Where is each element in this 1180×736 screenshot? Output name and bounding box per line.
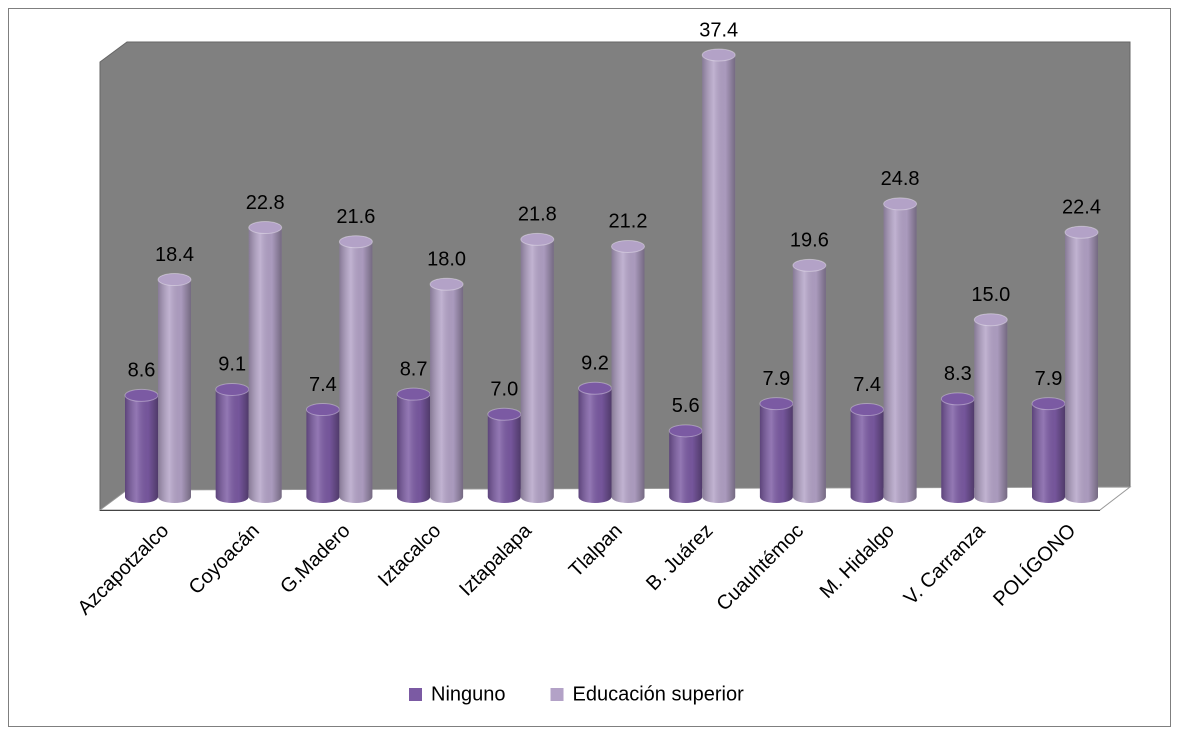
cylinder-top: [578, 381, 612, 395]
cylinder-shade: [248, 221, 282, 503]
cylinder-top: [940, 392, 975, 406]
cylinder-shade: [487, 408, 521, 503]
value-label: 7.4: [309, 374, 337, 396]
cylinder-top: [973, 313, 1008, 327]
cylinder-top: [124, 388, 159, 402]
cylinder-shade: [941, 392, 975, 503]
cylinder-shade: [520, 233, 554, 503]
cylinder-shade: [306, 403, 340, 503]
cylinder-top: [1064, 225, 1099, 239]
cylinder-top: [759, 397, 794, 411]
value-label: 18.4: [155, 244, 194, 266]
cylinder-top: [215, 382, 250, 396]
value-label: 37.4: [699, 19, 738, 41]
cylinder-top: [487, 407, 522, 421]
value-label: 8.3: [944, 363, 972, 385]
cylinder-shade: [1065, 226, 1098, 504]
cylinder-shade: [215, 383, 249, 503]
cylinder-shade: [759, 397, 793, 503]
legend-swatch: [550, 688, 564, 701]
cylinder-top: [668, 424, 703, 438]
cylinder-shade: [125, 389, 158, 503]
cylinder-shade: [397, 388, 431, 503]
legend-label: Educación superior: [573, 683, 745, 705]
cylinder-top: [338, 235, 373, 249]
value-label: 7.0: [490, 379, 518, 401]
cylinder-top: [429, 277, 464, 291]
value-label: 18.0: [427, 249, 466, 271]
value-label: 7.4: [853, 374, 881, 396]
value-label: 7.9: [762, 368, 790, 390]
cylinder-shade: [339, 235, 373, 503]
value-label: 7.9: [1035, 368, 1063, 390]
cylinder-shade: [669, 424, 703, 503]
legend-label: Ninguno: [431, 683, 506, 705]
cylinder-shade: [792, 259, 826, 503]
value-label: 22.4: [1062, 197, 1101, 219]
cylinder-top: [305, 403, 340, 417]
cylinder-shade: [850, 403, 884, 503]
value-label: 19.6: [790, 230, 829, 252]
cylinder-shade: [702, 49, 736, 503]
cylinder-shade: [974, 313, 1008, 503]
value-label: 15.0: [971, 284, 1010, 306]
value-label: 5.6: [672, 395, 700, 417]
cylinder-top: [1031, 397, 1066, 411]
value-label: 21.2: [609, 211, 648, 233]
cylinder-shade: [158, 273, 191, 503]
value-label: 24.8: [881, 168, 920, 190]
value-label: 9.2: [581, 353, 609, 375]
cylinder-top: [157, 273, 192, 287]
value-label: 21.8: [518, 204, 557, 226]
cylinder-shade: [430, 278, 464, 503]
cylinder-top: [248, 221, 283, 235]
cylinder-top: [520, 232, 555, 246]
value-label: 8.7: [400, 358, 428, 380]
cylinder-shade: [611, 240, 645, 503]
cylinder-top: [396, 387, 431, 401]
cylinder-top: [792, 258, 827, 272]
cylinder-shade: [578, 382, 612, 503]
legend-swatch: [409, 688, 422, 701]
cylinder-top: [701, 48, 736, 62]
cylinder-shade: [1032, 397, 1065, 503]
value-label: 9.1: [218, 354, 246, 376]
cylinder-top: [883, 197, 918, 211]
value-label: 8.6: [128, 360, 156, 382]
cylinder-top: [850, 403, 885, 417]
value-label: 21.6: [336, 206, 375, 228]
cylinder-top: [611, 239, 645, 253]
value-label: 22.8: [246, 192, 285, 214]
cylinder-shade: [883, 197, 917, 503]
